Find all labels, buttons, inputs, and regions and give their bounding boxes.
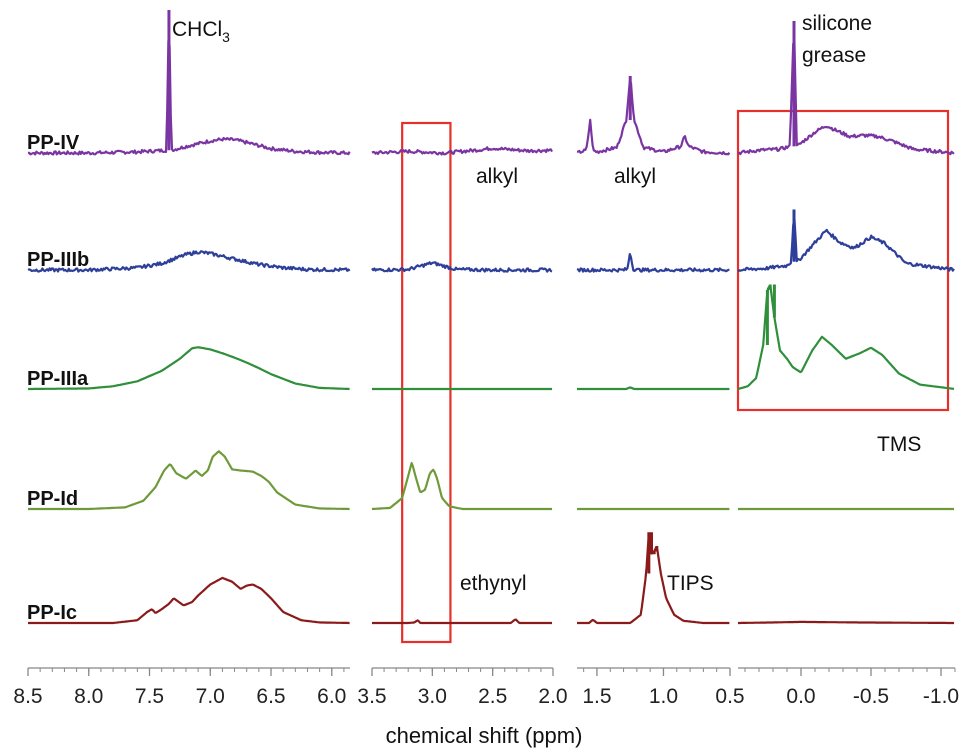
spectrum-segment-1 — [27, 39, 351, 156]
annotation-alkyl-2: alkyl — [614, 165, 656, 188]
spectrum-segment-1 — [28, 346, 350, 391]
spectrum-pp-iiia — [28, 284, 955, 391]
spectrum-segment-1 — [28, 576, 350, 625]
spectrum-segment-4 — [738, 620, 954, 625]
tick-label: -1.0 — [923, 685, 959, 708]
x-axis-panel-4: 0.0 -0.5 -1.0 — [738, 667, 959, 708]
annotation-chcl3: CHCl3 — [172, 18, 230, 45]
tick-label: 1.5 — [582, 685, 611, 708]
tick-label: 0.0 — [786, 685, 815, 708]
spectrum-segment-3 — [576, 253, 730, 273]
spectrum-pp-id — [28, 450, 954, 511]
annotation-tms: TMS — [877, 433, 921, 456]
tick-label: 8.5 — [13, 685, 42, 708]
highlight-box-1 — [401, 121, 452, 644]
annotation-silicone: silicone — [802, 12, 872, 35]
sample-label-pp-iv: PP-IV — [27, 132, 80, 154]
tick-label: 3.0 — [418, 685, 447, 708]
spectrum-pp-ic — [28, 532, 954, 625]
spectrum-segment-4 — [737, 38, 955, 156]
sample-label-pp-id: PP-Id — [27, 488, 78, 510]
x-axis-title: chemical shift (ppm) — [386, 723, 583, 748]
tick-label: 7.5 — [135, 685, 164, 708]
x-axes: 8.5 8.0 7.5 7.0 6.5 6.0 3.5 3.0 2.5 2.0 1.5 1.0 0.5 0… — [13, 667, 959, 708]
spectrum-segment-4 — [737, 285, 955, 391]
spectrum-segment-3 — [577, 386, 730, 391]
x-axis-panel-2: 3.5 3.0 2.5 2.0 — [357, 667, 568, 708]
x-axis-panel-3: 1.5 1.0 0.5 — [577, 667, 745, 708]
spectrum-segment-2 — [371, 146, 553, 156]
spectrum-segment-1 — [27, 250, 351, 273]
spectrum-segment-2 — [371, 261, 553, 273]
annotation-ethynyl: ethynyl — [460, 572, 527, 595]
annotations: CHCl3 silicone grease alkyl alkyl TMS et… — [172, 12, 921, 595]
tick-label: 1.0 — [649, 685, 678, 708]
tick-label: 6.0 — [317, 685, 346, 708]
annotation-grease: grease — [802, 44, 866, 67]
sample-label-pp-ic: PP-Ic — [27, 602, 77, 624]
highlight-box-2 — [736, 109, 950, 412]
tick-label: -0.5 — [853, 685, 889, 708]
tick-label: 7.0 — [196, 685, 225, 708]
tick-label: 3.5 — [357, 685, 386, 708]
spectrum-pp-iv — [27, 10, 955, 156]
sample-label-pp-iiia: PP-IIIa — [27, 368, 89, 390]
spectrum-segment-3 — [576, 80, 731, 156]
x-axis-panel-1: 8.5 8.0 7.5 7.0 6.5 6.0 — [13, 667, 350, 708]
spectrum-segment-1 — [28, 450, 350, 511]
spectrum-segment-2 — [372, 618, 552, 625]
spectrum-segment-4 — [737, 217, 955, 273]
sample-label-pp-iiib: PP-IIIb — [27, 249, 89, 271]
spectrum-segment-2 — [371, 462, 552, 511]
tick-label: 8.0 — [74, 685, 103, 708]
annotation-tips: TIPS — [667, 572, 714, 595]
spectrum-pp-iiib — [27, 209, 955, 273]
tick-label: 6.5 — [256, 685, 285, 708]
highlight-boxes — [401, 109, 950, 644]
sample-labels: PP-IV PP-IIIb PP-IIIa PP-Id PP-Ic — [27, 132, 89, 624]
tick-label: 2.0 — [538, 685, 567, 708]
spectra — [27, 10, 955, 625]
annotation-alkyl-1: alkyl — [476, 165, 518, 188]
tick-label: 2.5 — [478, 685, 507, 708]
tick-label: 0.5 — [715, 685, 744, 708]
